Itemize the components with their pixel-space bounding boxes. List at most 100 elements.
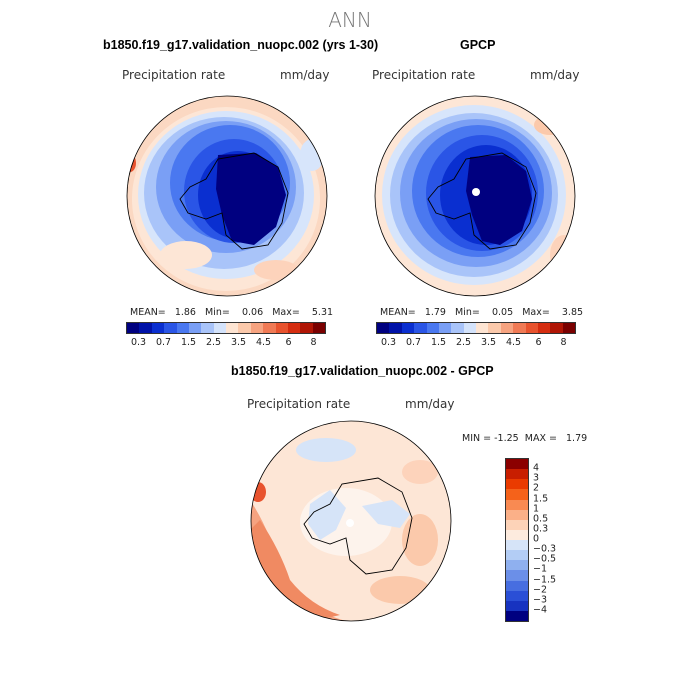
colorbar-swatch <box>401 323 415 333</box>
colorbar-tick-label: 3.5 <box>230 337 247 348</box>
colorbar-swatch <box>506 479 528 490</box>
colorbar-tick-label: 1.5 <box>180 337 197 348</box>
panel1-variable-label: Precipitation rate <box>122 68 226 82</box>
colorbar-swatch <box>201 323 214 333</box>
colorbar-swatch <box>500 323 514 333</box>
colorbar-tick-label: 1 <box>533 503 540 515</box>
colorbar-tick-label: 1.5 <box>430 337 447 348</box>
colorbar-swatch <box>506 529 528 540</box>
panel2-units: mm/day <box>530 68 580 82</box>
colorbar-swatch <box>488 323 501 333</box>
colorbar-swatch <box>377 323 390 333</box>
colorbar-tick-label: 4.5 <box>505 337 522 348</box>
colorbar-tick-label: 2 <box>533 482 540 494</box>
panel3-title: b1850.f19_g17.validation_nuopc.002 - GPC… <box>231 364 494 378</box>
panel2-colorbar-labels: 0.3 0.7 1.5 2.5 3.5 4.5 6 8 <box>376 337 574 349</box>
colorbar-tick-label: 8 <box>310 337 317 348</box>
panel3-colorbar <box>505 458 529 622</box>
colorbar-swatch <box>506 509 528 520</box>
colorbar-swatch <box>506 519 528 530</box>
panel2-variable-label: Precipitation rate <box>372 68 476 82</box>
colorbar-swatch <box>525 323 538 333</box>
panel3-map <box>250 420 452 622</box>
colorbar-tick-label: −4 <box>533 604 548 616</box>
colorbar-swatch <box>127 323 140 333</box>
colorbar-tick-label: −3 <box>533 594 548 606</box>
colorbar-swatch <box>263 323 276 333</box>
colorbar-swatch <box>506 469 528 480</box>
colorbar-tick-label: −2 <box>533 584 548 596</box>
colorbar-swatch <box>139 323 152 333</box>
colorbar-swatch <box>506 570 528 581</box>
colorbar-tick-label: −1 <box>533 563 548 575</box>
colorbar-swatch <box>550 323 563 333</box>
colorbar-tick-label: 3.5 <box>480 337 497 348</box>
colorbar-swatch <box>537 323 551 333</box>
colorbar-swatch <box>226 323 239 333</box>
colorbar-swatch <box>275 323 288 333</box>
panel2-title: GPCP <box>460 38 496 52</box>
panel3-colorbar-labels: 4 3 2 1.5 1 0.5 0.3 0 −0.3 −0.5 −1 −1.5 −2 −3 −4 <box>533 458 573 620</box>
colorbar-swatch <box>176 323 189 333</box>
colorbar-tick-label: 4.5 <box>255 337 272 348</box>
colorbar-tick-label: 0.3 <box>533 523 549 535</box>
colorbar-swatch <box>562 323 575 333</box>
colorbar-tick-label: 3 <box>533 472 540 484</box>
colorbar-tick-label: 6 <box>285 337 292 348</box>
panel1-colorbar <box>126 322 326 334</box>
colorbar-tick-label: 0.7 <box>405 337 422 348</box>
colorbar-swatch <box>506 610 528 621</box>
colorbar-tick-label: 0.3 <box>380 337 397 348</box>
colorbar-swatch <box>414 323 427 333</box>
colorbar-tick-label: 8 <box>560 337 567 348</box>
panel3-stats: MIN = -1.25 MAX = 1.79 <box>462 433 588 444</box>
panel1-map <box>126 95 328 297</box>
colorbar-swatch <box>312 323 325 333</box>
panel1-colorbar-labels: 0.3 0.7 1.5 2.5 3.5 4.5 6 8 <box>126 337 324 349</box>
colorbar-swatch <box>300 323 313 333</box>
colorbar-tick-label: 2.5 <box>455 337 472 348</box>
panel2-colorbar <box>376 322 576 334</box>
colorbar-swatch <box>451 323 464 333</box>
colorbar-swatch <box>476 323 489 333</box>
colorbar-tick-label: 6 <box>535 337 542 348</box>
panel3-variable-label: Precipitation rate <box>247 397 351 411</box>
panel2-stats: MEAN= 1.79 Min= 0.05 Max= 3.85 <box>380 307 584 318</box>
colorbar-tick-label: 0 <box>533 533 540 545</box>
colorbar-swatch <box>506 590 528 601</box>
colorbar-tick-label: 4 <box>533 462 540 474</box>
colorbar-swatch <box>164 323 177 333</box>
colorbar-swatch <box>513 323 526 333</box>
colorbar-swatch <box>188 323 202 333</box>
colorbar-swatch <box>213 323 226 333</box>
panel3-units: mm/day <box>405 397 455 411</box>
colorbar-swatch <box>506 459 528 470</box>
colorbar-tick-label: −0.5 <box>533 553 557 565</box>
colorbar-swatch <box>463 323 476 333</box>
colorbar-swatch <box>250 323 264 333</box>
colorbar-swatch <box>389 323 402 333</box>
colorbar-swatch <box>506 580 528 591</box>
colorbar-swatch <box>506 540 528 551</box>
page-title: ANN <box>328 8 372 32</box>
colorbar-tick-label: −1.5 <box>533 574 557 585</box>
colorbar-tick-label: 0.3 <box>130 337 147 348</box>
colorbar-tick-label: 0.5 <box>533 513 549 525</box>
colorbar-swatch <box>506 499 528 510</box>
colorbar-swatch <box>506 489 528 500</box>
colorbar-tick-label: 1.5 <box>533 493 549 504</box>
colorbar-tick-label: 0.7 <box>155 337 172 348</box>
panel1-units: mm/day <box>280 68 330 82</box>
colorbar-swatch <box>506 560 528 571</box>
colorbar-tick-label: −0.3 <box>533 543 557 555</box>
colorbar-swatch <box>238 323 251 333</box>
colorbar-swatch <box>287 323 301 333</box>
colorbar-swatch <box>506 600 528 611</box>
panel1-stats: MEAN= 1.86 Min= 0.06 Max= 5.31 <box>130 307 334 318</box>
colorbar-tick-label: 2.5 <box>205 337 222 348</box>
colorbar-swatch <box>426 323 439 333</box>
panel1-title: b1850.f19_g17.validation_nuopc.002 (yrs … <box>103 38 379 52</box>
colorbar-swatch <box>506 550 528 561</box>
colorbar-swatch <box>438 323 452 333</box>
panel2-map <box>374 95 576 297</box>
